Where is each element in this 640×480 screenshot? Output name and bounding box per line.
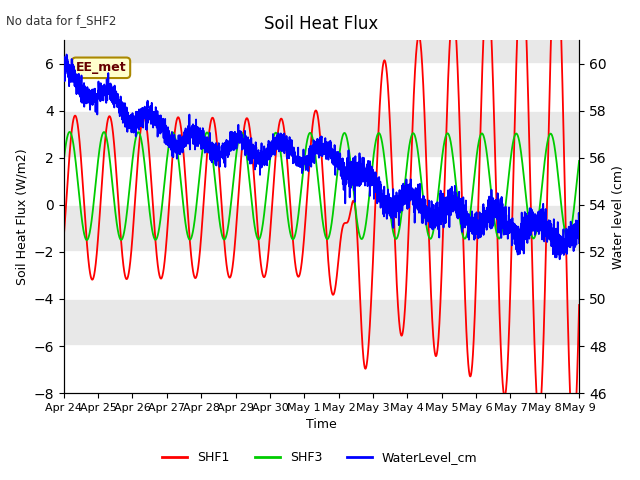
Text: EE_met: EE_met	[76, 61, 127, 74]
Bar	[64, 252, 579, 299]
Y-axis label: Water level (cm): Water level (cm)	[612, 165, 625, 268]
Legend: SHF1, SHF3, WaterLevel_cm: SHF1, SHF3, WaterLevel_cm	[157, 446, 483, 469]
Y-axis label: Soil Heat Flux (W/m2): Soil Heat Flux (W/m2)	[15, 148, 28, 285]
Text: No data for f_SHF2: No data for f_SHF2	[6, 14, 116, 27]
Bar	[64, 111, 579, 158]
Bar	[64, 17, 579, 64]
Bar	[64, 205, 579, 252]
Title: Soil Heat Flux: Soil Heat Flux	[264, 15, 379, 33]
Bar	[64, 346, 579, 393]
Bar	[64, 64, 579, 111]
Bar	[64, 158, 579, 205]
X-axis label: Time: Time	[306, 419, 337, 432]
Bar	[64, 299, 579, 346]
